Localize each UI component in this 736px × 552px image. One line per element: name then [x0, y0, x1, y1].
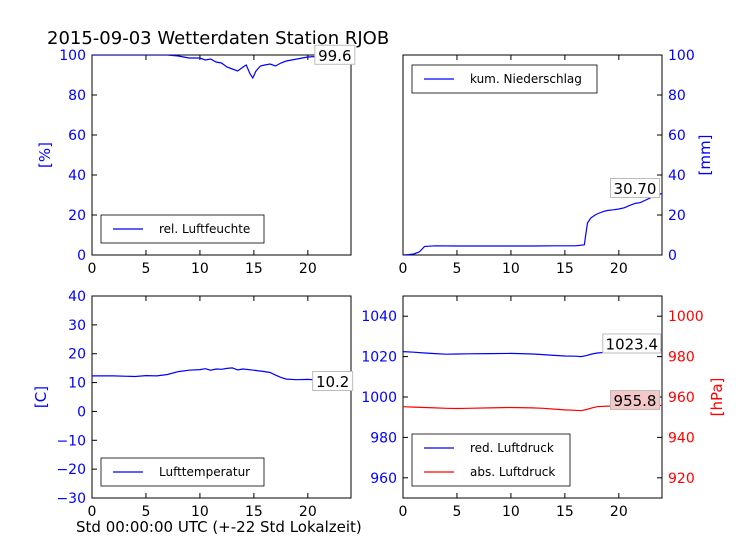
figure-x-axis-label: Std 00:00:00 UTC (+-22 Std Lokalzeit) [76, 518, 362, 536]
legend-label: red. Luftdruck [470, 441, 554, 455]
annotation-box [610, 178, 661, 198]
y-tick-label: 0 [668, 248, 677, 264]
x-tick-label: 15 [556, 504, 574, 520]
x-tick-label: 5 [141, 504, 150, 520]
y-axis-label: [hPa] [708, 378, 726, 417]
series-line-lufttemperatur [92, 367, 351, 383]
y-tick-label: 980 [370, 430, 397, 446]
y-tick-label: 1040 [361, 309, 397, 325]
y-right-tick-label: 980 [668, 350, 695, 366]
legend-label: Lufttemperatur [159, 465, 250, 479]
x-tick-label: 5 [452, 261, 461, 277]
annotation-box [312, 370, 354, 391]
y-tick-label: 60 [68, 128, 86, 144]
y-tick-label: 60 [668, 128, 686, 144]
x-tick-label: 5 [452, 504, 461, 520]
y-tick-label: 40 [68, 289, 86, 305]
annotation-label: 99.6 [318, 47, 351, 65]
y-tick-label: 0 [77, 404, 86, 420]
annotation-box [602, 333, 662, 354]
y-axis-label: [C] [32, 386, 50, 408]
y-tick-label: 1000 [361, 390, 397, 406]
y-axis-label: [mm] [696, 135, 714, 176]
y-tick-label: 960 [370, 471, 397, 487]
y-tick-label: 40 [68, 168, 86, 184]
y-right-tick-label: 1000 [668, 309, 704, 325]
plot-frame [91, 54, 352, 256]
series-line-kum-niederschlag [403, 193, 662, 255]
x-tick-label: 10 [502, 504, 520, 520]
plot-frame [91, 295, 352, 499]
y-tick-label: 100 [668, 48, 695, 64]
annotation-box [610, 390, 661, 411]
annotation-label: 10.2 [316, 373, 349, 391]
y-axis-label: [%] [36, 142, 54, 168]
panel-humidity: 0 5 10 15 20 0 20 40 60 80 100 [%] 99.6 rel. Luftfeuc… [36, 44, 356, 277]
x-tick-label: 20 [299, 504, 317, 520]
y-right-tick-label: 940 [668, 430, 695, 446]
annotation-label: 955.8 [614, 392, 657, 410]
x-tick-label: 10 [191, 504, 209, 520]
panel-temperature: 0 5 10 15 20 −30 −20 −10 0 10 20 30 40 [C] 10.2 Lufttem… [32, 289, 354, 520]
y-tick-label: 20 [68, 208, 86, 224]
y-tick-label: −10 [56, 433, 86, 449]
annotation-label: 30.70 [614, 180, 657, 198]
x-tick-label: 20 [610, 261, 628, 277]
series-line-rel-luftfeuchte [92, 55, 351, 80]
y-tick-label: −30 [56, 491, 86, 507]
x-tick-label: 10 [191, 261, 209, 277]
x-tick-label: 10 [502, 261, 520, 277]
y-tick-label: 40 [668, 168, 686, 184]
y-tick-label: 100 [59, 48, 86, 64]
x-tick-label: 0 [88, 504, 97, 520]
y-tick-label: 1020 [361, 350, 397, 366]
y-tick-label: 30 [68, 318, 86, 334]
y-tick-label: 20 [668, 208, 686, 224]
legend-box [411, 433, 571, 487]
legend-label: abs. Luftdruck [470, 465, 555, 479]
x-tick-label: 15 [556, 261, 574, 277]
panel-pressure: 0 5 10 15 20 960 980 1000 1020 1040 920 940 960 980 10… [361, 295, 726, 520]
legend-label: rel. Luftfeuchte [159, 222, 250, 236]
x-tick-label: 5 [141, 261, 150, 277]
annotation-box [314, 44, 356, 65]
y-right-tick-label: 920 [668, 471, 695, 487]
x-tick-label: 15 [245, 504, 263, 520]
y-tick-label: 0 [77, 248, 86, 264]
y-tick-label: 80 [668, 88, 686, 104]
y-tick-label: 80 [68, 88, 86, 104]
y-tick-label: −20 [56, 462, 86, 478]
y-tick-label: 10 [68, 376, 86, 392]
x-tick-label: 0 [399, 261, 408, 277]
y-tick-label: 20 [68, 347, 86, 363]
y-right-tick-label: 960 [668, 390, 695, 406]
x-tick-label: 20 [299, 261, 317, 277]
x-tick-label: 0 [88, 261, 97, 277]
annotation-label: 1023.4 [606, 335, 659, 353]
x-tick-label: 20 [610, 504, 628, 520]
plot-frame [402, 54, 663, 256]
x-tick-label: 0 [399, 504, 408, 520]
figure-title: 2015-09-03 Wetterdaten Station RJOB [47, 28, 389, 49]
x-tick-label: 15 [245, 261, 263, 277]
panel-precip: 0 5 10 15 20 0 20 40 60 80 100 [mm] 30.70 kum. Nieder… [399, 48, 714, 277]
legend-label: kum. Niederschlag [470, 72, 582, 86]
